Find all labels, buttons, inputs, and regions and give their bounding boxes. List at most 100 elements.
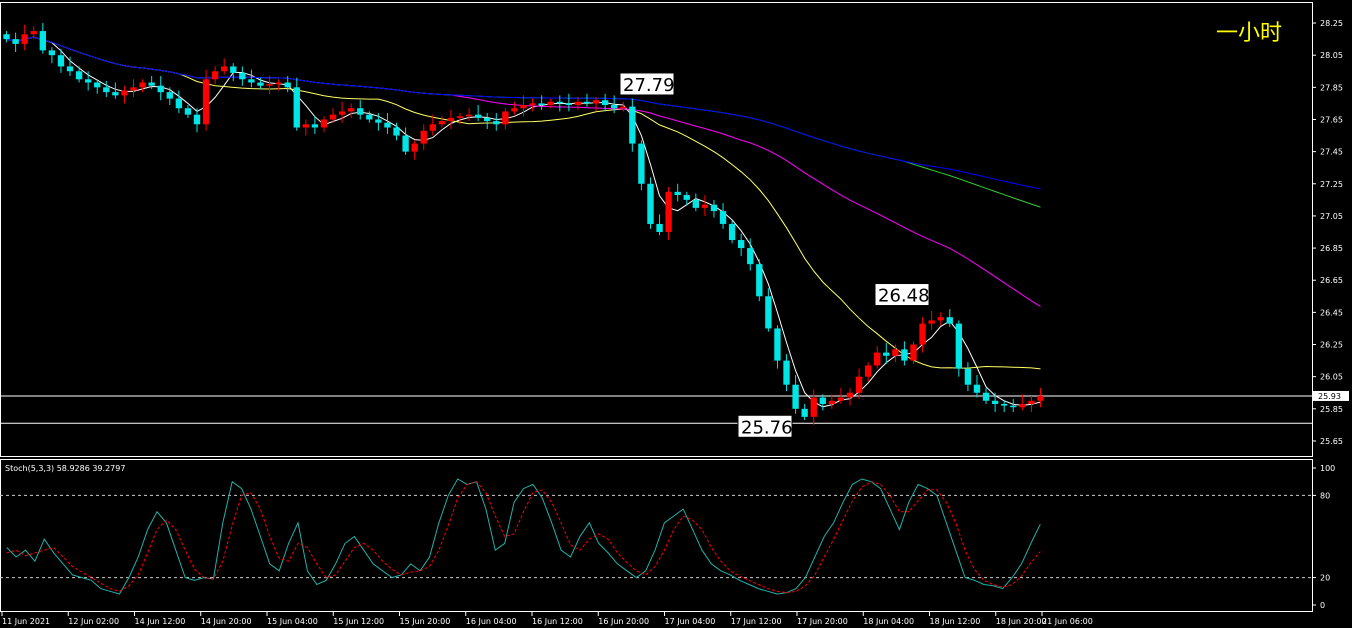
candle-body bbox=[955, 323, 963, 369]
price-callout-label: 27.79 bbox=[623, 75, 675, 96]
candle-body bbox=[874, 352, 881, 366]
price-callout-box bbox=[619, 72, 675, 96]
candle-body bbox=[493, 121, 500, 125]
candle-body bbox=[928, 320, 935, 324]
candle-body bbox=[810, 397, 817, 417]
time-tick-label: 18 Jun 20:00 bbox=[996, 617, 1047, 626]
time-tick-label: 21 Jun 06:00 bbox=[1042, 617, 1093, 626]
candle-body bbox=[402, 135, 409, 152]
candles bbox=[3, 23, 1044, 425]
candle-body bbox=[438, 121, 446, 125]
candle-body bbox=[520, 105, 527, 109]
candle-body bbox=[66, 66, 74, 72]
candle-body bbox=[529, 103, 536, 106]
candle-body bbox=[384, 122, 391, 128]
candle-body bbox=[411, 143, 418, 152]
price-tick-label: 27.85 bbox=[1320, 83, 1343, 92]
stoch-main-line bbox=[6, 478, 1041, 595]
candle-body bbox=[611, 105, 618, 109]
price-tick-label: 27.45 bbox=[1320, 148, 1343, 157]
candle-body bbox=[94, 82, 101, 88]
candle-body bbox=[3, 34, 10, 40]
candle-body bbox=[302, 124, 310, 128]
candle-body bbox=[964, 368, 972, 385]
price-tick-label: 28.25 bbox=[1320, 19, 1343, 28]
timeframe-label: 一小时 bbox=[1216, 21, 1282, 46]
stoch-tick-label: 20 bbox=[1320, 574, 1330, 583]
time-tick-label: 16 Jun 12:00 bbox=[532, 617, 583, 626]
time-tick-label: 17 Jun 20:00 bbox=[797, 617, 848, 626]
price-tick-label: 26.05 bbox=[1320, 373, 1343, 382]
time-tick-label: 18 Jun 04:00 bbox=[863, 617, 914, 626]
candle-body bbox=[1037, 395, 1044, 401]
price-tick-label: 26.85 bbox=[1320, 244, 1343, 253]
price-axis: 28.25 28.05 27.85 27.65 27.45 27.25 27.05 26.85… bbox=[1312, 19, 1343, 446]
horizontal-lines: 25.93 bbox=[0, 390, 1349, 424]
candle-body bbox=[393, 127, 400, 136]
price-tick-label: 26.45 bbox=[1320, 308, 1343, 317]
candle-body bbox=[538, 103, 545, 106]
candle-body bbox=[592, 100, 600, 104]
candle-body bbox=[783, 360, 790, 385]
candle-body bbox=[747, 248, 754, 265]
time-tick-label: 17 Jun 04:00 bbox=[665, 617, 716, 626]
stoch-panel-frame bbox=[0, 459, 1313, 612]
price-tick-label: 25.65 bbox=[1320, 437, 1343, 446]
candle-body bbox=[1001, 403, 1008, 406]
candle-body bbox=[311, 124, 319, 128]
candle-body bbox=[266, 84, 273, 86]
candle-body bbox=[157, 85, 164, 93]
time-tick-label: 14 Jun 12:00 bbox=[135, 617, 186, 626]
candle-body bbox=[338, 111, 346, 115]
candle-body bbox=[574, 101, 582, 106]
candle-body bbox=[656, 223, 663, 232]
candle-body bbox=[910, 344, 917, 361]
candle-body bbox=[665, 191, 672, 232]
candle-body bbox=[75, 71, 83, 80]
candle-body bbox=[1028, 400, 1035, 404]
candle-body bbox=[257, 82, 264, 86]
time-tick-label: 16 Jun 20:00 bbox=[598, 617, 649, 626]
candle-body bbox=[329, 114, 337, 120]
candle-body bbox=[357, 108, 364, 115]
price-tick-label: 27.65 bbox=[1320, 115, 1343, 124]
candle-body bbox=[583, 101, 591, 104]
price-callout-label: 25.76 bbox=[741, 417, 793, 438]
candle-body bbox=[801, 408, 808, 417]
candle-body bbox=[429, 124, 436, 131]
time-tick-label: 17 Jun 12:00 bbox=[731, 617, 782, 626]
candle-body bbox=[112, 92, 119, 96]
candle-body bbox=[792, 384, 799, 409]
candle-body bbox=[828, 400, 836, 404]
candle-body bbox=[375, 119, 382, 123]
candle-body bbox=[647, 183, 654, 224]
candle-body bbox=[765, 296, 772, 329]
candle-body bbox=[855, 376, 863, 393]
candle-body bbox=[883, 352, 890, 356]
candle-body bbox=[275, 82, 282, 85]
candle-body bbox=[139, 82, 146, 88]
candle-body bbox=[601, 100, 609, 106]
candle-body bbox=[57, 55, 65, 67]
current-price-tag bbox=[1313, 390, 1349, 401]
candle-body bbox=[756, 264, 763, 297]
candle-body bbox=[973, 384, 981, 393]
candle-body bbox=[819, 397, 826, 404]
candle-body bbox=[30, 31, 37, 35]
candle-body bbox=[48, 50, 56, 56]
time-tick-label: 12 Jun 02:00 bbox=[68, 617, 119, 626]
candle-body bbox=[901, 349, 908, 361]
time-tick-label: 14 Jun 20:00 bbox=[201, 617, 252, 626]
candle-body bbox=[737, 240, 745, 249]
time-tick-label: 15 Jun 12:00 bbox=[333, 617, 384, 626]
candle-body bbox=[348, 108, 355, 112]
candle-body bbox=[320, 119, 328, 128]
price-callouts: 27.79 26.48 25.76 bbox=[619, 72, 930, 438]
candle-body bbox=[837, 397, 845, 401]
candle-body bbox=[484, 117, 491, 122]
stochastic-oscillator: 100 80 20 0 bbox=[0, 464, 1335, 610]
candle-body bbox=[620, 106, 627, 109]
candle-body bbox=[239, 72, 246, 80]
current-price-value: 25.93 bbox=[1318, 392, 1341, 401]
